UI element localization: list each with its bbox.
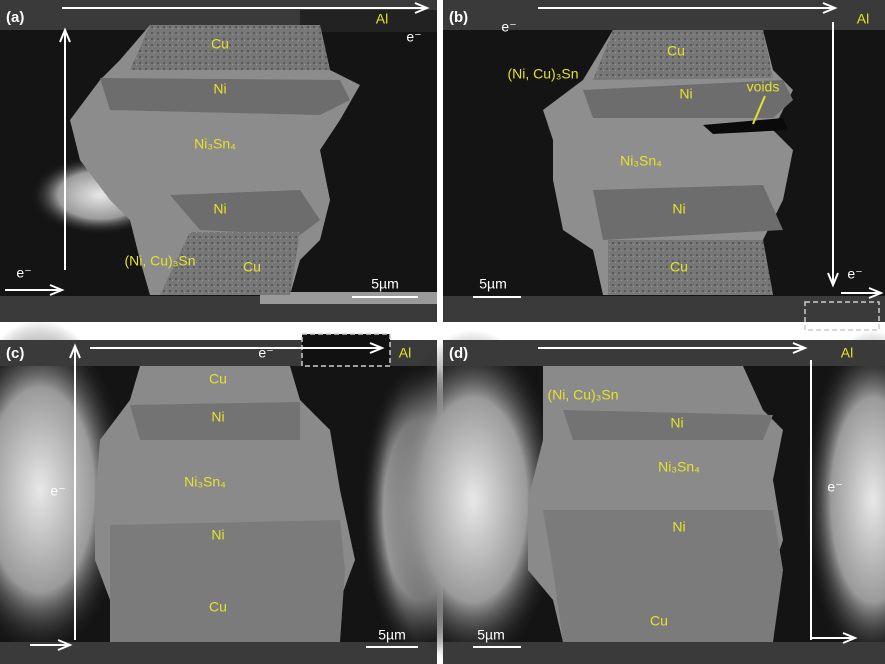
phase-label: (Ni, Cu)₃Sn [547, 387, 618, 403]
phase-label: Al [376, 11, 388, 27]
phase-label: Ni₃Sn₄ [658, 459, 700, 475]
annotation-white: e⁻ [50, 483, 65, 499]
phase-label: Ni₃Sn₄ [620, 153, 662, 169]
phase-label: Ni [679, 86, 692, 102]
panel-label: (c) [6, 345, 24, 362]
phase-label: Cu [667, 43, 685, 59]
phase-label: Cu [243, 259, 261, 275]
annotation-white: 5µm [479, 276, 507, 292]
figure: (a) Al e⁻ Cu Ni Ni₃Sn₄ Ni (Ni, Cu)₃Sn Cu e⁻ 5µm (b… [0, 0, 885, 664]
phase-label: Ni [211, 527, 224, 543]
panel-label: (d) [449, 345, 468, 362]
annotation-white: 5µm [477, 627, 505, 643]
phase-label: (Ni, Cu)₃Sn [507, 66, 578, 82]
annotation-white: e⁻ [827, 479, 842, 495]
phase-label: Ni [670, 415, 683, 431]
panel-label: (b) [449, 9, 468, 26]
phase-label: Ni [672, 201, 685, 217]
phase-label: Cu [209, 371, 227, 387]
annotation-white: e⁻ [501, 19, 516, 35]
annotation-white: e⁻ [16, 265, 31, 281]
phase-label: Ni₃Sn₄ [184, 474, 226, 490]
phase-label: Cu [211, 36, 229, 52]
annotation-white: 5µm [378, 627, 406, 643]
phase-label: Ni [672, 519, 685, 535]
phase-label: Al [841, 345, 853, 361]
annotation-white: e⁻ [258, 345, 273, 361]
annotation-white: e⁻ [847, 266, 862, 282]
phase-label: (Ni, Cu)₃Sn [124, 253, 195, 269]
phase-label: Al [399, 345, 411, 361]
phase-label: Ni [213, 81, 226, 97]
annotation-white: 5µm [371, 276, 399, 292]
panel: (d) Al (Ni, Cu)₃Sn Ni Ni₃Sn₄ e⁻ Ni Cu 5µm [383, 330, 885, 664]
phase-label: Ni [213, 201, 226, 217]
phase-label: Al [857, 11, 869, 27]
panel-label: (a) [6, 9, 24, 26]
phase-label: Ni₃Sn₄ [194, 136, 236, 152]
phase-label: Cu [670, 259, 688, 275]
panel: (b) Al e⁻ Cu (Ni, Cu)₃Sn Ni voids Ni₃Sn₄ Ni Cu e⁻ 5… [443, 0, 885, 330]
phase-label: voids [747, 79, 780, 95]
panel: (a) Al e⁻ Cu Ni Ni₃Sn₄ Ni (Ni, Cu)₃Sn Cu e⁻ 5µm [0, 0, 437, 322]
phase-label: Ni [211, 409, 224, 425]
phase-label: Cu [209, 599, 227, 615]
phase-label: Cu [650, 613, 668, 629]
annotation-white: e⁻ [406, 29, 421, 45]
